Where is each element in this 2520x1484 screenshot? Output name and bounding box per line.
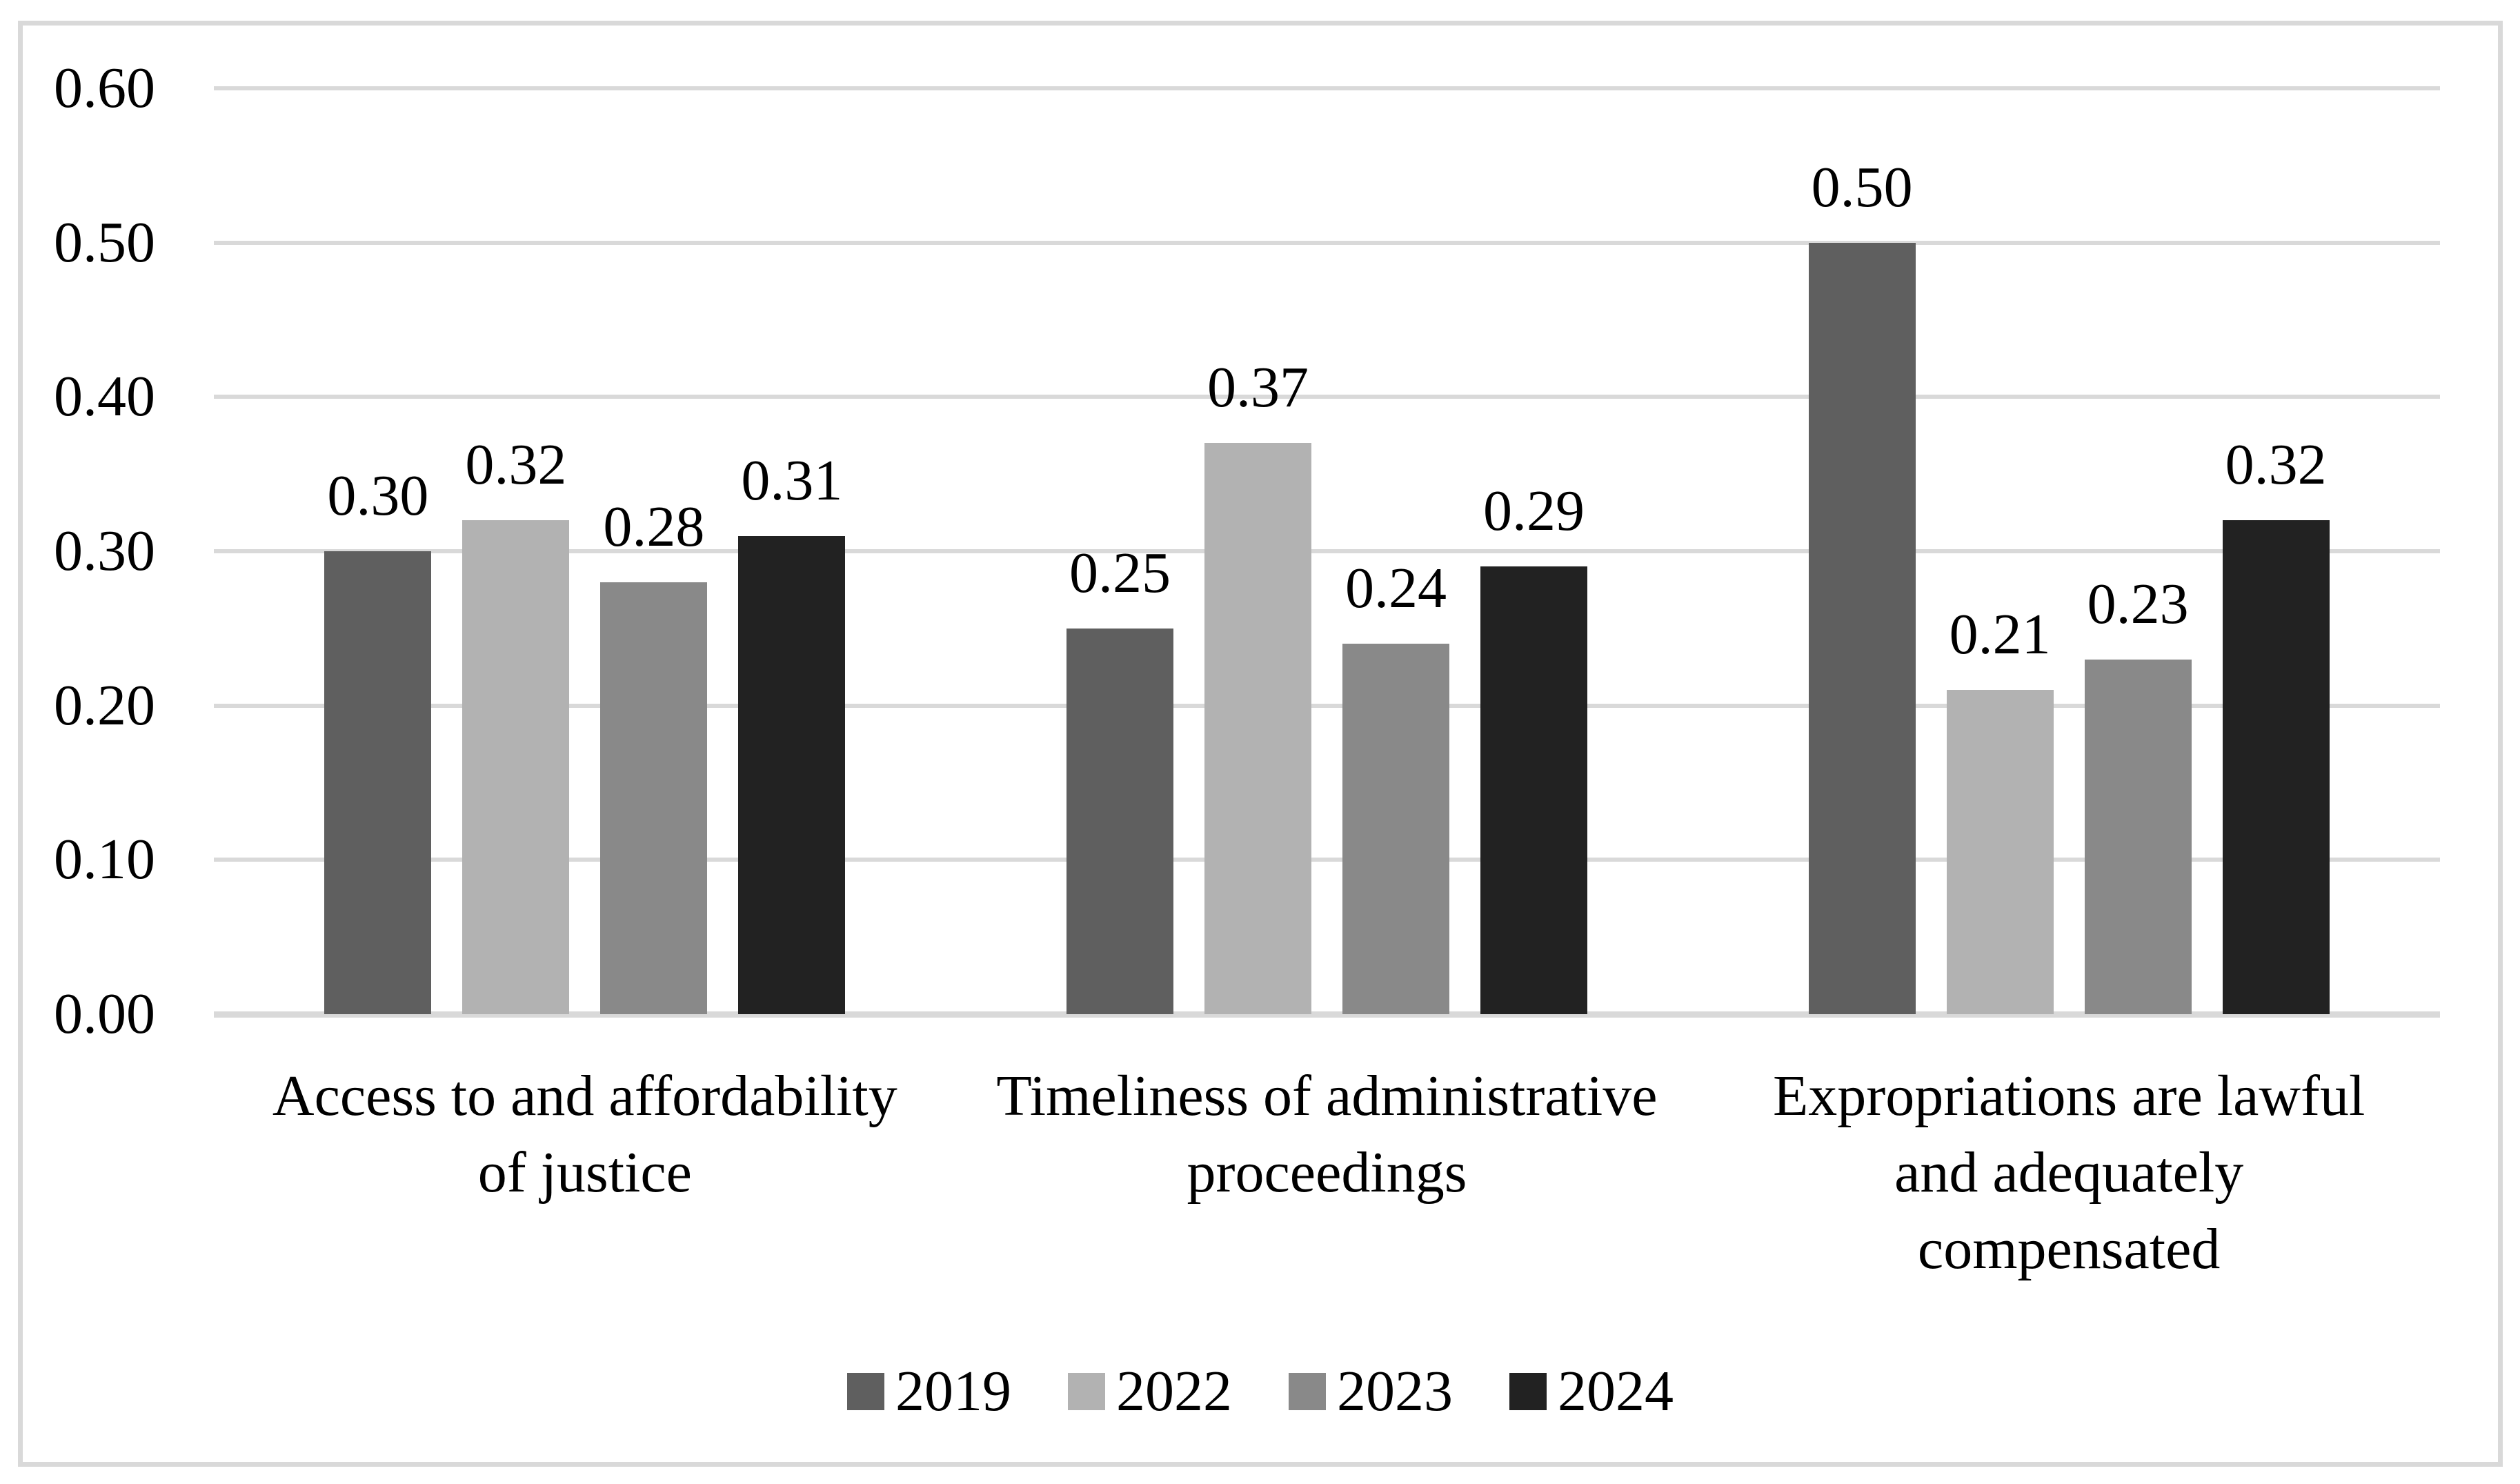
bar-value-label: 0.30 bbox=[327, 464, 429, 528]
legend-item-2019: 2019 bbox=[847, 1363, 1011, 1421]
y-tick-label: 0.50 bbox=[54, 210, 155, 275]
gridline bbox=[214, 549, 2440, 553]
legend-swatch-2022 bbox=[1068, 1373, 1105, 1410]
category-label-line: Timeliness of administrative bbox=[996, 1064, 1658, 1128]
category-label-line: Access to and affordability bbox=[272, 1064, 897, 1128]
legend-swatch-2019 bbox=[847, 1373, 884, 1410]
bar-2022-category-1 bbox=[462, 520, 570, 1014]
legend: 2019 2022 2023 2024 bbox=[23, 1363, 2498, 1421]
legend-item-2022: 2022 bbox=[1068, 1363, 1232, 1421]
gridline bbox=[214, 395, 2440, 399]
category-label-line: compensated bbox=[1917, 1216, 2221, 1281]
y-tick-label: 0.30 bbox=[54, 519, 155, 583]
bar-2022-category-3 bbox=[1946, 690, 2054, 1014]
bar-2024-category-2 bbox=[1480, 566, 1587, 1014]
bar-2024-category-1 bbox=[738, 535, 846, 1014]
x-axis-line bbox=[214, 1011, 2440, 1018]
chart-frame: 0.00 0.10 0.20 0.30 0.40 0.50 0.60 0.30 0.32 0.28… bbox=[18, 21, 2503, 1467]
y-tick-label: 0.10 bbox=[54, 827, 155, 892]
bar-value-label: 0.23 bbox=[2087, 571, 2189, 636]
legend-label: 2022 bbox=[1116, 1359, 1232, 1423]
legend-swatch-2024 bbox=[1509, 1373, 1547, 1410]
bar-value-label: 0.50 bbox=[1811, 155, 1913, 219]
legend-item-2024: 2024 bbox=[1509, 1363, 1674, 1421]
bar-value-label: 0.37 bbox=[1207, 355, 1309, 420]
legend-label: 2019 bbox=[895, 1359, 1011, 1423]
legend-item-2023: 2023 bbox=[1289, 1363, 1453, 1421]
bar-value-label: 0.32 bbox=[465, 433, 567, 497]
bar-2023-category-2 bbox=[1342, 644, 1449, 1014]
category-label: Expropriations are lawful and adequately c… bbox=[1698, 1058, 2440, 1288]
category-label-line: of justice bbox=[477, 1140, 692, 1205]
bar-value-label: 0.32 bbox=[2225, 433, 2327, 497]
category-label: Access to and affordability of justice bbox=[214, 1058, 956, 1211]
y-tick-label: 0.60 bbox=[54, 56, 155, 120]
bar-2023-category-3 bbox=[2084, 659, 2192, 1014]
bar-value-label: 0.21 bbox=[1949, 602, 2051, 667]
category-label-line: Expropriations are lawful bbox=[1772, 1064, 2365, 1128]
legend-label: 2024 bbox=[1558, 1359, 1674, 1423]
legend-swatch-2023 bbox=[1289, 1373, 1326, 1410]
category-label-line: and adequately bbox=[1894, 1140, 2244, 1205]
bar-value-label: 0.28 bbox=[603, 494, 705, 559]
gridline bbox=[214, 240, 2440, 245]
bar-2024-category-3 bbox=[2222, 520, 2330, 1014]
bar-value-label: 0.29 bbox=[1483, 479, 1585, 544]
gridline bbox=[214, 86, 2440, 90]
bar-2019-category-2 bbox=[1066, 628, 1173, 1014]
category-label-line: proceedings bbox=[1187, 1140, 1467, 1205]
bar-2019-category-3 bbox=[1808, 242, 1916, 1014]
category-label: Timeliness of administrative proceedings bbox=[956, 1058, 1698, 1211]
bar-value-label: 0.25 bbox=[1069, 540, 1171, 605]
legend-label: 2023 bbox=[1337, 1359, 1453, 1423]
bar-2019-category-1 bbox=[324, 551, 432, 1014]
gridline bbox=[214, 858, 2440, 862]
bar-value-label: 0.24 bbox=[1345, 556, 1447, 621]
y-tick-label: 0.20 bbox=[54, 673, 155, 738]
bar-2022-category-2 bbox=[1204, 443, 1311, 1014]
gridline bbox=[214, 703, 2440, 708]
y-tick-label: 0.00 bbox=[54, 982, 155, 1046]
bar-2023-category-1 bbox=[600, 582, 708, 1014]
bar-value-label: 0.31 bbox=[741, 448, 843, 513]
y-tick-label: 0.40 bbox=[54, 364, 155, 429]
